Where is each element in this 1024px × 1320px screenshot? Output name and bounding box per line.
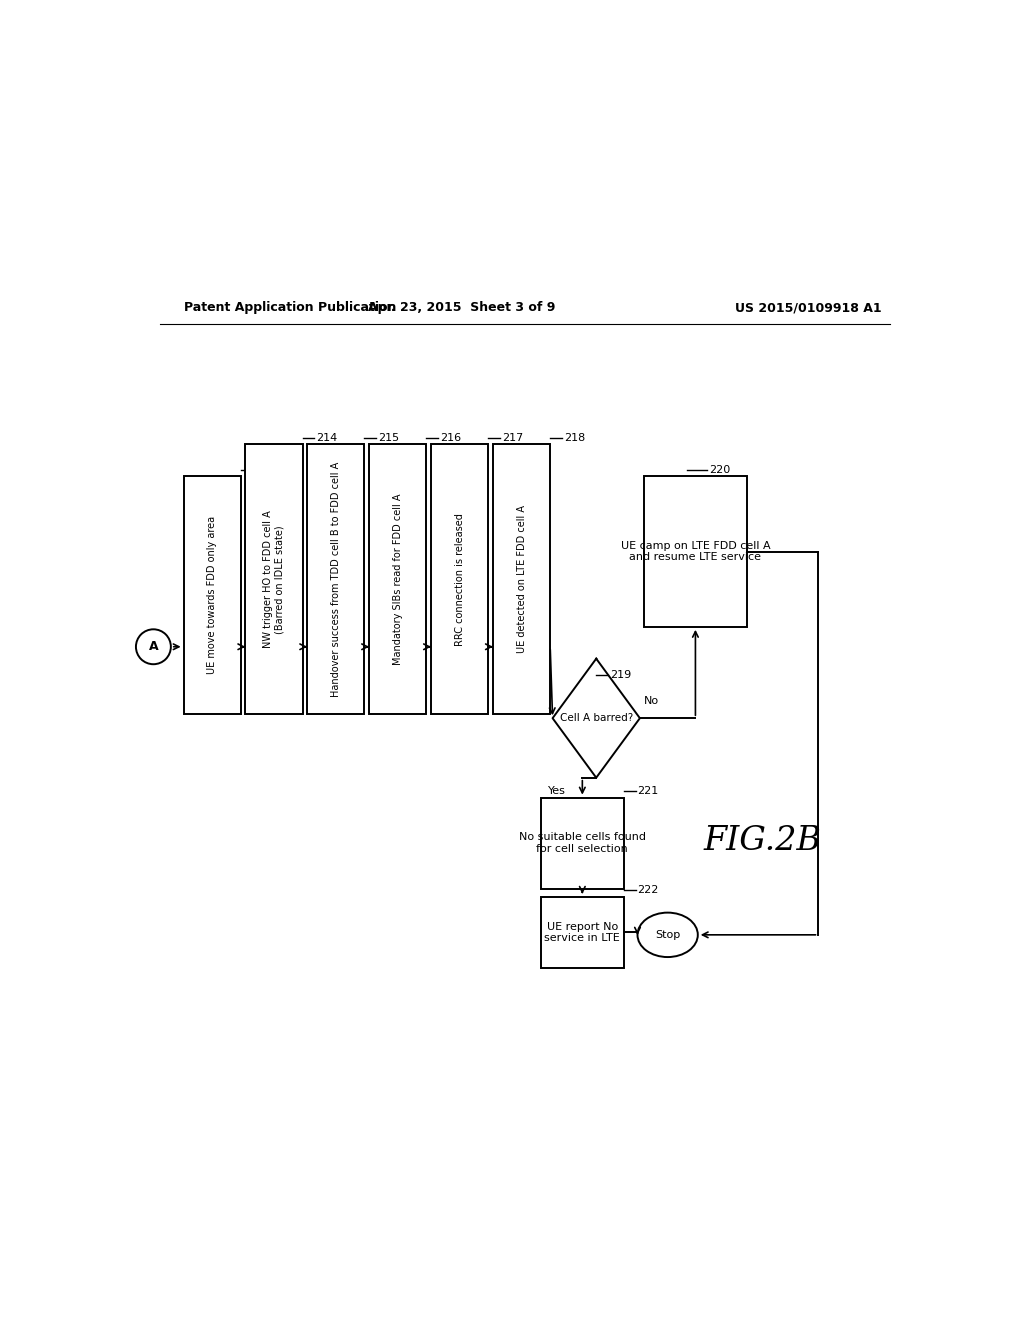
- Bar: [431, 445, 488, 714]
- Text: 216: 216: [440, 433, 461, 444]
- Text: No suitable cells found
for cell selection: No suitable cells found for cell selecti…: [519, 833, 646, 854]
- Text: 213: 213: [254, 465, 275, 475]
- Text: RRC connection is released: RRC connection is released: [455, 513, 465, 645]
- Text: UE report No
service in LTE: UE report No service in LTE: [545, 921, 621, 944]
- Text: 219: 219: [609, 669, 631, 680]
- Text: FIG.2B: FIG.2B: [703, 825, 822, 857]
- Polygon shape: [553, 659, 640, 777]
- Text: NW trigger HO to FDD cell A
(Barred on IDLE state): NW trigger HO to FDD cell A (Barred on I…: [263, 511, 285, 648]
- Text: No: No: [644, 696, 659, 706]
- Circle shape: [136, 630, 171, 664]
- Text: Cell A barred?: Cell A barred?: [559, 713, 633, 723]
- Text: 215: 215: [378, 433, 399, 444]
- Text: 221: 221: [638, 787, 658, 796]
- Text: A: A: [148, 640, 158, 653]
- Text: Patent Application Publication: Patent Application Publication: [183, 301, 396, 314]
- Bar: [494, 445, 550, 714]
- Bar: [541, 896, 624, 968]
- Text: UE move towards FDD only area: UE move towards FDD only area: [207, 516, 217, 675]
- Text: Mandatory SIBs read for FDD cell A: Mandatory SIBs read for FDD cell A: [393, 494, 402, 665]
- Bar: [183, 477, 241, 714]
- Text: Stop: Stop: [655, 929, 680, 940]
- Text: UE detected on LTE FDD cell A: UE detected on LTE FDD cell A: [517, 506, 526, 653]
- Bar: [307, 445, 365, 714]
- Bar: [370, 445, 426, 714]
- Text: Apr. 23, 2015  Sheet 3 of 9: Apr. 23, 2015 Sheet 3 of 9: [368, 301, 555, 314]
- Text: Handover success from TDD cell B to FDD cell A: Handover success from TDD cell B to FDD …: [331, 462, 341, 697]
- Text: 217: 217: [502, 433, 523, 444]
- Text: 220: 220: [709, 465, 730, 475]
- Ellipse shape: [638, 912, 697, 957]
- Text: 218: 218: [563, 433, 585, 444]
- Bar: [541, 797, 624, 888]
- Text: 214: 214: [316, 433, 337, 444]
- Text: Yes: Yes: [548, 785, 565, 796]
- Bar: [644, 477, 748, 627]
- Text: US 2015/0109918 A1: US 2015/0109918 A1: [735, 301, 882, 314]
- Bar: [246, 445, 303, 714]
- Text: UE camp on LTE FDD cell A
and resume LTE service: UE camp on LTE FDD cell A and resume LTE…: [621, 541, 770, 562]
- Text: 222: 222: [638, 886, 658, 895]
